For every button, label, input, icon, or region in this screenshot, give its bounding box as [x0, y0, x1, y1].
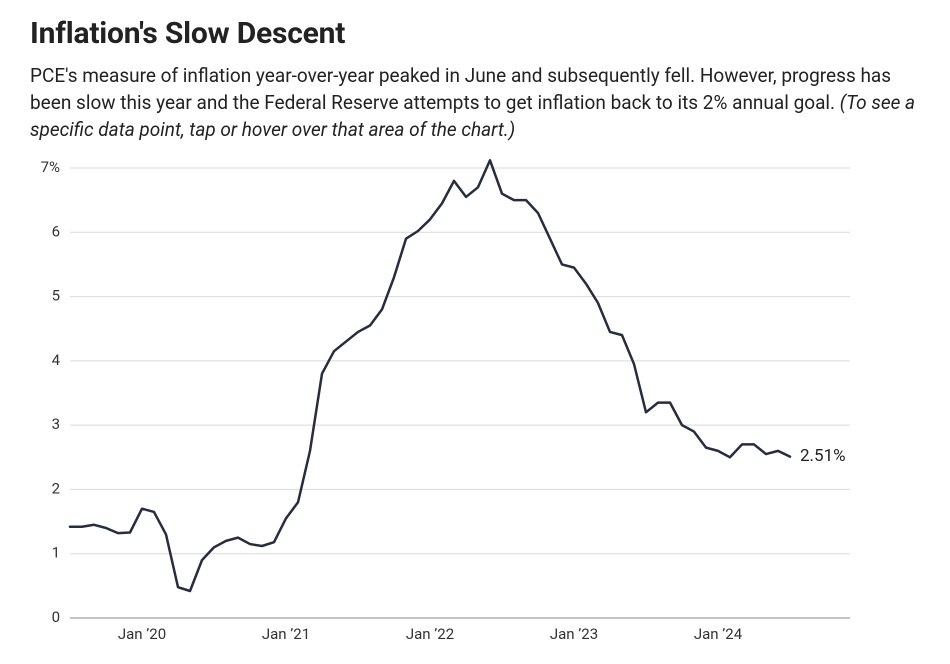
line-chart-svg: 0 1 2 3 4 5 6 7% Jan ’20 Jan ’21 Jan ’22 Jan ’23 Jan… — [30, 158, 920, 648]
x-axis-tick-label: Jan ’22 — [406, 625, 454, 643]
chart-container: Inflation's Slow Descent PCE's measure o… — [0, 0, 950, 664]
chart-subtitle: PCE's measure of inflation year-over-yea… — [30, 63, 920, 144]
y-axis-tick-label: 7% — [41, 158, 60, 176]
chart-plot-area[interactable]: 0 1 2 3 4 5 6 7% Jan ’20 Jan ’21 Jan ’22 Jan ’23 Jan… — [30, 158, 920, 648]
chart-title: Inflation's Slow Descent — [30, 16, 920, 51]
y-axis-tick-label: 3 — [52, 415, 60, 433]
inflation-line[interactable] — [70, 160, 790, 591]
x-axis-tick-label: Jan ’21 — [262, 625, 310, 643]
x-axis-tick-label: Jan ’23 — [550, 625, 598, 643]
subtitle-text: PCE's measure of inflation year-over-yea… — [30, 64, 891, 114]
y-axis-tick-label: 6 — [52, 222, 60, 240]
y-axis-tick-label: 1 — [52, 544, 60, 562]
x-axis-tick-label: Jan ’20 — [118, 625, 166, 643]
y-axis-tick-label: 4 — [52, 351, 61, 369]
y-axis-tick-label: 0 — [52, 608, 60, 626]
y-axis-tick-label: 2 — [52, 479, 60, 497]
y-axis-tick-label: 5 — [52, 286, 60, 304]
series-end-label: 2.51% — [800, 446, 846, 466]
x-axis-tick-label: Jan ’24 — [694, 625, 743, 643]
